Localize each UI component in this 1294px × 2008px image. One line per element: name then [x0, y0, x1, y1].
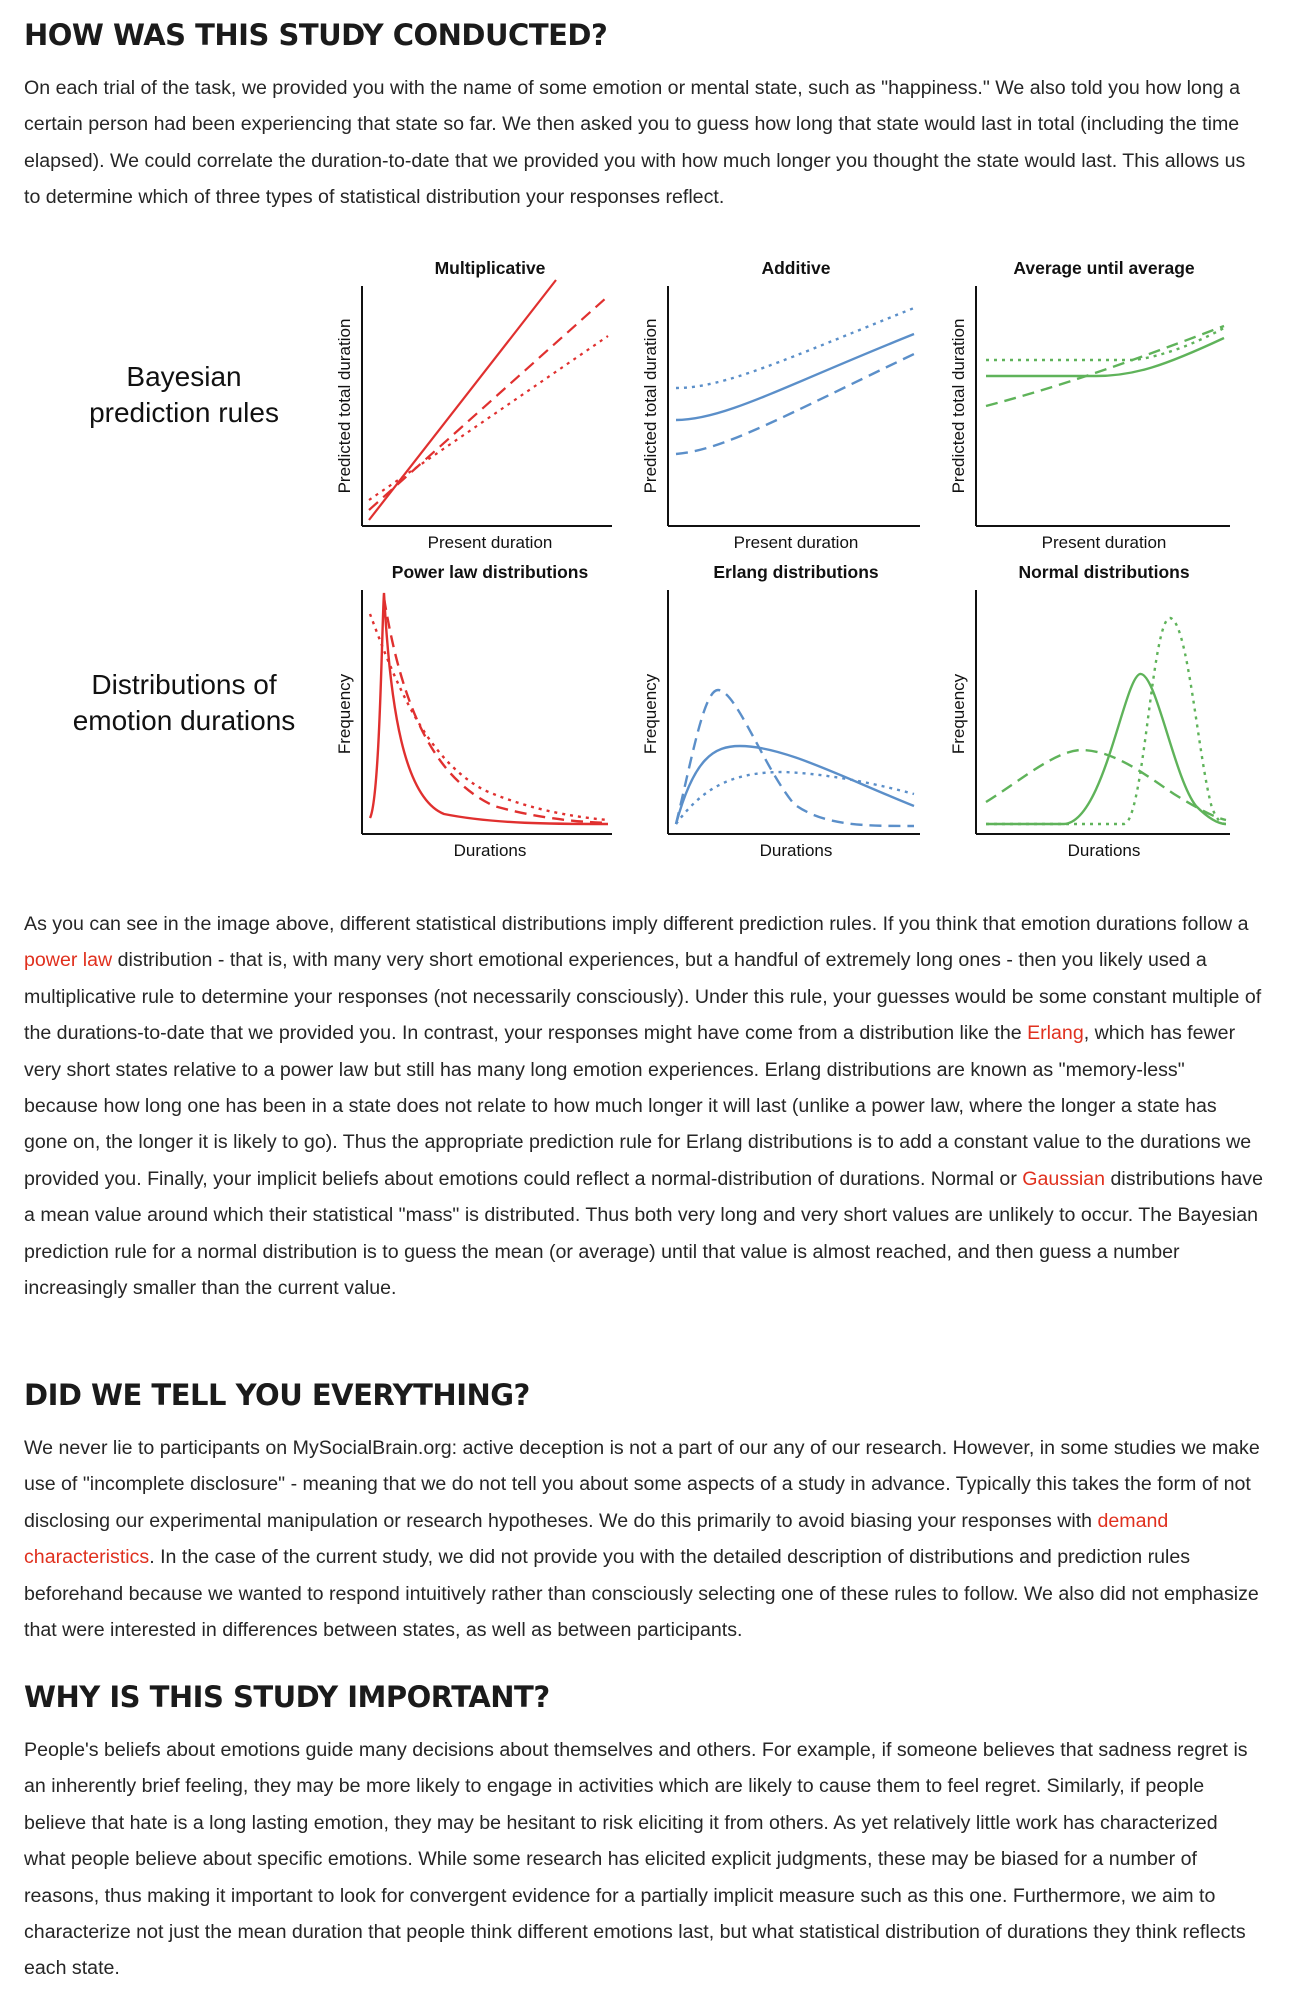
heading-how-conducted: HOW WAS THIS STUDY CONDUCTED?: [24, 18, 608, 52]
series-dashed: [674, 688, 915, 828]
y-axis-label: Predicted total duration: [949, 319, 968, 494]
x-axis-label: Durations: [760, 841, 833, 860]
y-axis-label: Frequency: [641, 673, 660, 754]
x-axis-label: Present duration: [1042, 533, 1167, 552]
series-solid: [368, 592, 609, 826]
prediction-rules-figure: Bayesian prediction rules Distributions …: [24, 238, 1270, 878]
x-axis-label: Durations: [454, 841, 527, 860]
series-dotted: [368, 335, 609, 501]
y-axis-label: Predicted total duration: [641, 319, 660, 494]
series-dashed: [675, 352, 915, 456]
panel-title-multiplicative: Multiplicative: [435, 258, 546, 278]
link-erlang[interactable]: Erlang: [1027, 1022, 1084, 1045]
link-power-law[interactable]: power law: [24, 949, 113, 972]
series-solid: [674, 744, 915, 825]
text-segment: As you can see in the image above, diffe…: [24, 913, 1249, 935]
series-dotted: [368, 613, 609, 822]
panel-title-normal: Normal distributions: [1018, 562, 1189, 582]
link-demand-characteristics[interactable]: demand characteristics: [24, 1509, 1169, 1569]
paragraph-how-conducted: On each trial of the task, we provided y…: [24, 77, 1246, 209]
panel-title-additive: Additive: [761, 258, 830, 278]
panel-additive: Additive Present duration Predicted tota…: [641, 258, 920, 552]
row-label-bottom-2: emotion durations: [73, 705, 296, 736]
series-dotted: [675, 770, 915, 825]
link-gaussian[interactable]: Gaussian: [1022, 1167, 1106, 1190]
row-label-top-1: Bayesian: [126, 361, 241, 392]
figure-svg: Bayesian prediction rules Distributions …: [73, 258, 1230, 860]
paragraph-did-we-tell: We never lie to participants on MySocial…: [24, 1430, 1264, 1648]
y-axis-label: Frequency: [949, 673, 968, 754]
row-label-bottom-1: Distributions of: [91, 669, 276, 700]
panel-average-until-average: Average until average Present duration P…: [949, 258, 1230, 552]
series-dotted: [986, 616, 1227, 826]
paragraph-why-important: People's beliefs about emotions guide ma…: [24, 1739, 1248, 1980]
paragraph-explanation: As you can see in the image above, diffe…: [24, 906, 1264, 1306]
series-dashed: [382, 597, 609, 825]
series-solid: [368, 279, 557, 521]
x-axis-label: Present duration: [734, 533, 859, 552]
y-axis-label: Frequency: [335, 673, 354, 754]
heading-did-we-tell: DID WE TELL YOU EVERYTHING?: [24, 1378, 530, 1412]
heading-why-important: WHY IS THIS STUDY IMPORTANT?: [24, 1680, 550, 1714]
y-axis-label: Predicted total duration: [335, 319, 354, 494]
text-segment: , which has fewer very short states rela…: [24, 1022, 1252, 1190]
row-label-top-2: prediction rules: [89, 397, 279, 428]
series-dotted: [986, 326, 1225, 362]
x-axis-label: Present duration: [428, 533, 553, 552]
panel-normal: Normal distributions Durations Frequency: [949, 562, 1230, 860]
x-axis-label: Durations: [1068, 841, 1141, 860]
series-dashed: [985, 324, 1225, 408]
series-solid: [675, 332, 915, 422]
panel-title-erlang: Erlang distributions: [713, 562, 879, 582]
panel-multiplicative: Multiplicative Present duration Predicte…: [335, 258, 612, 552]
panel-title-power-law: Power law distributions: [392, 562, 589, 582]
panel-erlang: Erlang distributions Durations Frequency: [641, 562, 920, 860]
text-segment: distributions have a mean value around w…: [24, 1167, 1264, 1300]
series-dashed: [368, 297, 607, 511]
series-solid: [986, 672, 1227, 826]
text-segment: . In the case of the current study, we d…: [24, 1546, 1259, 1642]
text-segment: We never lie to participants on MySocial…: [24, 1437, 1260, 1532]
panel-power-law: Power law distributions Durations Freque…: [335, 562, 612, 860]
panel-title-average: Average until average: [1013, 258, 1195, 278]
series-dotted: [675, 306, 915, 390]
series-solid: [986, 336, 1225, 378]
text-segment: distribution - that is, with many very s…: [24, 949, 1262, 1045]
